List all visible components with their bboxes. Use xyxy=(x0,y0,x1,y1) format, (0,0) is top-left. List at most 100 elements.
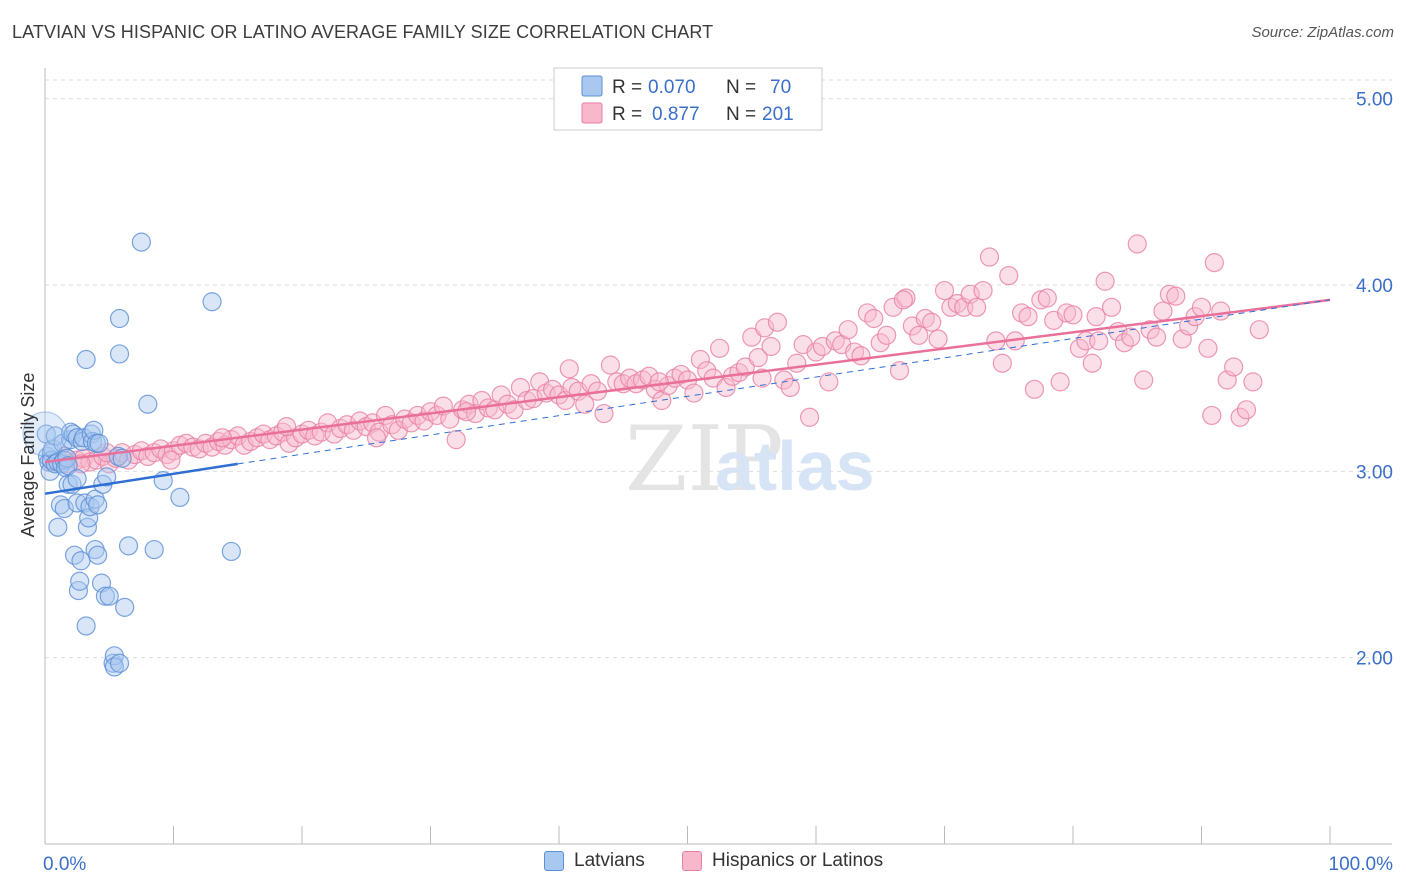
data-point xyxy=(1121,327,1141,347)
data-point xyxy=(600,355,621,375)
data-point xyxy=(67,469,87,489)
data-point xyxy=(161,450,181,470)
data-point xyxy=(109,653,130,673)
data-point xyxy=(979,247,1000,267)
data-point xyxy=(967,297,987,317)
data-point xyxy=(138,394,158,414)
data-point xyxy=(594,403,614,424)
legend-n-value-1: 70 xyxy=(770,77,791,98)
data-point xyxy=(48,517,68,537)
watermark-atlas: atlas xyxy=(715,427,875,505)
data-point xyxy=(1127,234,1147,254)
legend-r-label-2: R = xyxy=(612,104,642,125)
legend-n-label-2: N = xyxy=(726,104,756,125)
data-point xyxy=(456,402,477,422)
trend-lines xyxy=(44,298,1331,495)
data-point xyxy=(88,545,108,565)
y-axis-label: Average Family Size xyxy=(18,373,38,538)
data-point xyxy=(787,353,807,373)
data-point xyxy=(761,336,781,357)
data-point xyxy=(838,320,858,340)
data-point xyxy=(343,420,363,440)
data-point xyxy=(1159,284,1179,304)
watermark: ZIP atlas xyxy=(625,407,875,512)
latvians-label: Latvians xyxy=(574,850,645,871)
legend-r-value-1: 0.070 xyxy=(648,77,696,98)
data-point xyxy=(710,338,730,358)
data-point xyxy=(70,571,90,591)
data-point xyxy=(1249,320,1269,340)
data-point xyxy=(877,325,897,345)
source-label: Source: ZipAtlas.com xyxy=(1251,24,1394,41)
data-point xyxy=(684,383,704,403)
data-point xyxy=(1031,290,1051,310)
data-point xyxy=(170,487,190,508)
data-point xyxy=(89,433,109,453)
data-point xyxy=(99,586,119,606)
data-point xyxy=(893,290,913,310)
data-point xyxy=(864,308,884,329)
latvian-trend-line xyxy=(44,462,238,495)
hispanic-points xyxy=(41,234,1269,474)
data-point xyxy=(934,280,955,301)
data-point xyxy=(1069,338,1090,358)
data-point xyxy=(1243,372,1263,392)
data-point xyxy=(883,297,903,317)
y-tick-label: 3.00 xyxy=(1356,462,1393,483)
hispanic-trend-line xyxy=(44,298,1331,464)
data-point xyxy=(144,539,164,560)
data-point-large xyxy=(22,411,68,457)
data-point xyxy=(999,266,1019,286)
data-point xyxy=(1095,271,1115,291)
data-point xyxy=(115,597,135,617)
data-point xyxy=(742,327,762,347)
grid-lines xyxy=(45,79,1392,659)
data-point xyxy=(1037,288,1057,308)
watermark-zip: ZIP xyxy=(625,407,784,512)
x-tick-label-max: 100.0% xyxy=(1329,854,1394,875)
data-point xyxy=(748,348,768,368)
y-tick-label: 5.00 xyxy=(1356,90,1393,111)
chart-title: LATVIAN VS HISPANIC OR LATINO AVERAGE FA… xyxy=(12,22,714,42)
x-tick-label-min: 0.0% xyxy=(43,854,86,875)
data-point xyxy=(97,467,117,487)
data-point xyxy=(780,377,800,398)
data-point xyxy=(1202,405,1222,426)
data-point xyxy=(1146,327,1167,347)
data-point xyxy=(1198,338,1218,358)
data-point xyxy=(131,232,151,252)
data-point xyxy=(774,370,794,390)
data-point xyxy=(973,280,993,301)
data-point xyxy=(819,372,839,392)
data-point xyxy=(559,359,579,379)
data-point xyxy=(1204,253,1224,273)
data-point xyxy=(1063,305,1083,325)
legend-r-value-2: 0.877 xyxy=(652,104,700,125)
bottom-legend: Latvians Hispanics or Latinos xyxy=(0,850,1406,880)
data-point xyxy=(109,308,130,329)
data-point xyxy=(1101,297,1122,317)
data-point xyxy=(472,390,492,411)
data-point xyxy=(104,657,124,677)
data-point xyxy=(504,400,524,420)
hispanics-label: Hispanics or Latinos xyxy=(712,850,884,871)
data-point xyxy=(851,346,871,366)
data-point xyxy=(202,292,222,312)
data-point xyxy=(735,357,755,377)
legend-n-value-2: 201 xyxy=(762,104,794,125)
legend-r-label-1: R = xyxy=(612,77,642,98)
data-point xyxy=(928,329,948,349)
data-point xyxy=(716,377,736,398)
legend-item-hispanics: Hispanics or Latinos xyxy=(682,850,883,872)
data-point xyxy=(870,333,890,353)
y-tick-label: 2.00 xyxy=(1356,649,1393,670)
data-point xyxy=(992,353,1012,373)
data-point xyxy=(1018,307,1038,327)
data-point xyxy=(446,430,466,450)
data-point xyxy=(118,536,139,556)
data-point xyxy=(1050,372,1070,392)
data-point xyxy=(575,394,595,414)
data-point xyxy=(889,361,910,381)
data-point xyxy=(1024,379,1045,399)
